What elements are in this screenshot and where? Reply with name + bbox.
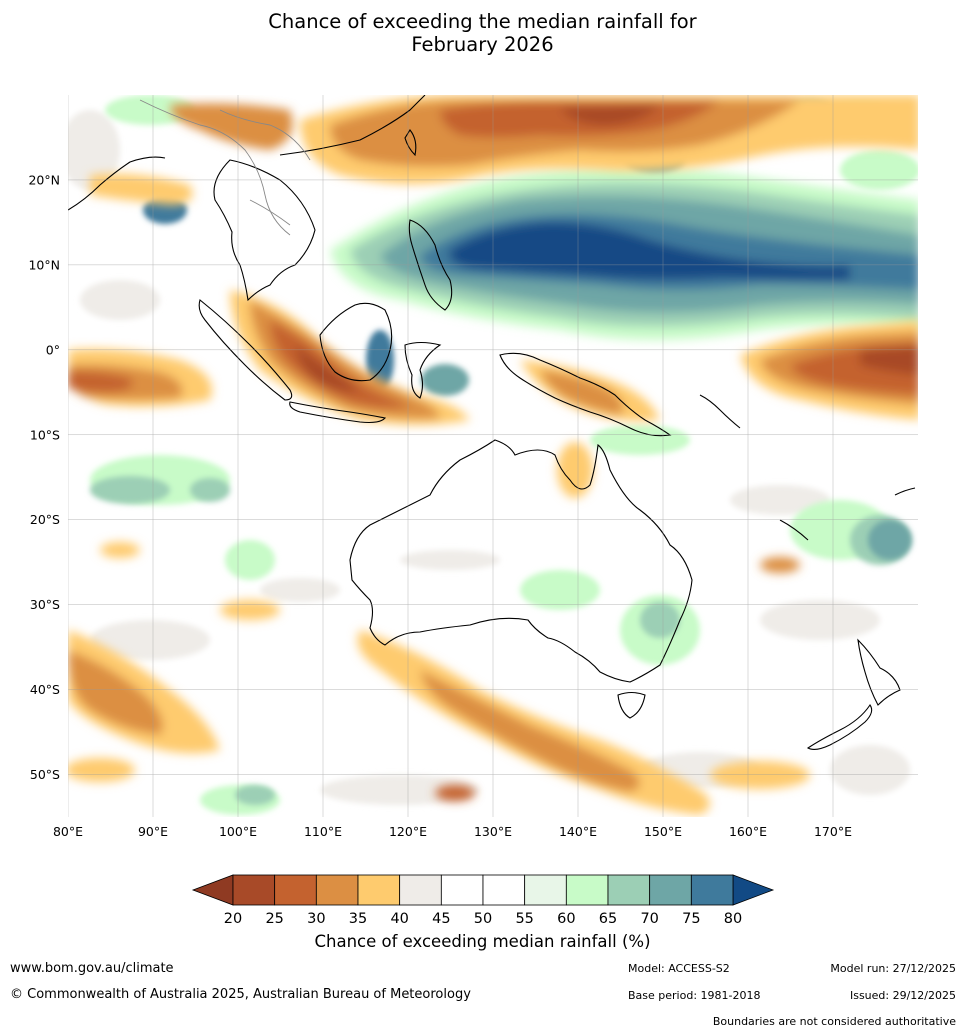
- coast-nz-south: [806, 704, 873, 751]
- boundary-disclaimer: Boundaries are not considered authoritat…: [712, 1015, 956, 1028]
- graticule: [68, 95, 918, 817]
- model-run-date: Model run: 27/12/2025: [830, 962, 956, 975]
- colorbar-swatch: [232, 874, 276, 906]
- coastlines: [68, 95, 916, 751]
- longitude-label: 120°E: [389, 824, 427, 839]
- latitude-label: 50°S: [30, 767, 60, 782]
- colorbar-under-arrow: [191, 874, 234, 906]
- colorbar-tick-label: 65: [599, 911, 617, 927]
- latitude-label: 0°: [46, 342, 60, 357]
- neutral-patches: [68, 110, 910, 805]
- latitude-label: 10°N: [28, 257, 60, 272]
- colorbar-over-arrow: [732, 874, 775, 906]
- website-link[interactable]: www.bom.gov.au/climate: [10, 961, 174, 976]
- coast-fiji: [894, 487, 916, 496]
- colorbar-swatch: [649, 874, 692, 906]
- colorbar: 20 25 30 35 40 45 50 55 60 65 70 75 80: [191, 874, 775, 927]
- rainfall-field: [68, 95, 918, 817]
- colorbar-tick-label: 55: [515, 911, 533, 927]
- dry-regions: [68, 95, 918, 815]
- coast-south-china: [279, 95, 426, 156]
- coast-taiwan: [404, 129, 417, 157]
- coast-indochina: [213, 159, 316, 302]
- colorbar-swatch: [524, 874, 567, 906]
- colorbar-tick-label: 30: [307, 911, 325, 927]
- latitude-label: 40°S: [30, 682, 60, 697]
- colorbar-swatch: [565, 874, 609, 906]
- latitude-label: 30°S: [30, 597, 60, 612]
- colorbar-swatch: [315, 874, 359, 906]
- colorbar-tick-label: 80: [724, 911, 742, 927]
- boundaries: [139, 99, 311, 236]
- coast-philippines: [408, 219, 453, 311]
- coast-australia: [349, 439, 693, 683]
- colorbar-swatch: [607, 874, 651, 906]
- model-name: Model: ACCESS-S2: [628, 962, 730, 975]
- coast-tasmania: [617, 691, 646, 719]
- colorbar-swatch: [440, 874, 484, 906]
- colorbar-tick-label: 50: [474, 911, 492, 927]
- tropical-wet-band: [330, 167, 918, 340]
- longitude-label: 90°E: [138, 824, 168, 839]
- issued-date: Issued: 29/12/2025: [849, 989, 956, 1002]
- latitude-label: 20°N: [28, 172, 60, 187]
- map-title: Chance of exceeding the median rainfall …: [0, 10, 965, 56]
- longitude-label: 140°E: [559, 824, 597, 839]
- colorbar-tick-label: 40: [390, 911, 408, 927]
- coast-java: [289, 401, 387, 424]
- title-line-1: Chance of exceeding the median rainfall …: [268, 10, 697, 33]
- colorbar-swatch: [357, 874, 401, 906]
- colorbar-tick-label: 60: [557, 911, 575, 927]
- title-line-2: February 2026: [411, 33, 554, 56]
- longitude-label: 80°E: [53, 824, 83, 839]
- longitude-label: 110°E: [304, 824, 342, 839]
- latitude-label: 20°S: [30, 512, 60, 527]
- colorbar-tick-label: 20: [224, 911, 242, 927]
- coast-new-caledonia: [779, 519, 809, 541]
- copyright-text: © Commonwealth of Australia 2025, Austra…: [10, 987, 471, 1002]
- latitude-labels: 20°N 10°N 0° 10°S 20°S 30°S 40°S 50°S: [28, 172, 60, 782]
- colorbar-tick-label: 45: [432, 911, 450, 927]
- colorbar-swatch: [399, 874, 442, 906]
- coast-india-east: [68, 156, 166, 211]
- coast-nz-north: [857, 638, 901, 706]
- base-period: Base period: 1981-2018: [628, 989, 761, 1002]
- longitude-label: 130°E: [474, 824, 512, 839]
- colorbar-swatch: [482, 874, 526, 906]
- coast-sulawesi: [404, 341, 442, 399]
- longitude-label: 160°E: [729, 824, 767, 839]
- colorbar-swatch: [690, 874, 734, 906]
- colorbar-tick-label: 75: [682, 911, 700, 927]
- longitude-label: 170°E: [814, 824, 852, 839]
- colorbar-label: Chance of exceeding median rainfall (%): [314, 932, 651, 951]
- longitude-labels: 80°E 90°E 100°E 110°E 120°E 130°E 140°E 150°E 16…: [53, 824, 852, 839]
- longitude-label: 100°E: [219, 824, 257, 839]
- latitude-label: 10°S: [30, 427, 60, 442]
- coast-sumatra: [198, 299, 293, 401]
- colorbar-swatch: [274, 874, 317, 906]
- colorbar-tick-label: 35: [349, 911, 367, 927]
- colorbar-tick-label: 70: [640, 911, 658, 927]
- longitude-label: 150°E: [644, 824, 682, 839]
- colorbar-tick-label: 25: [265, 911, 283, 927]
- coast-solomon: [699, 394, 741, 429]
